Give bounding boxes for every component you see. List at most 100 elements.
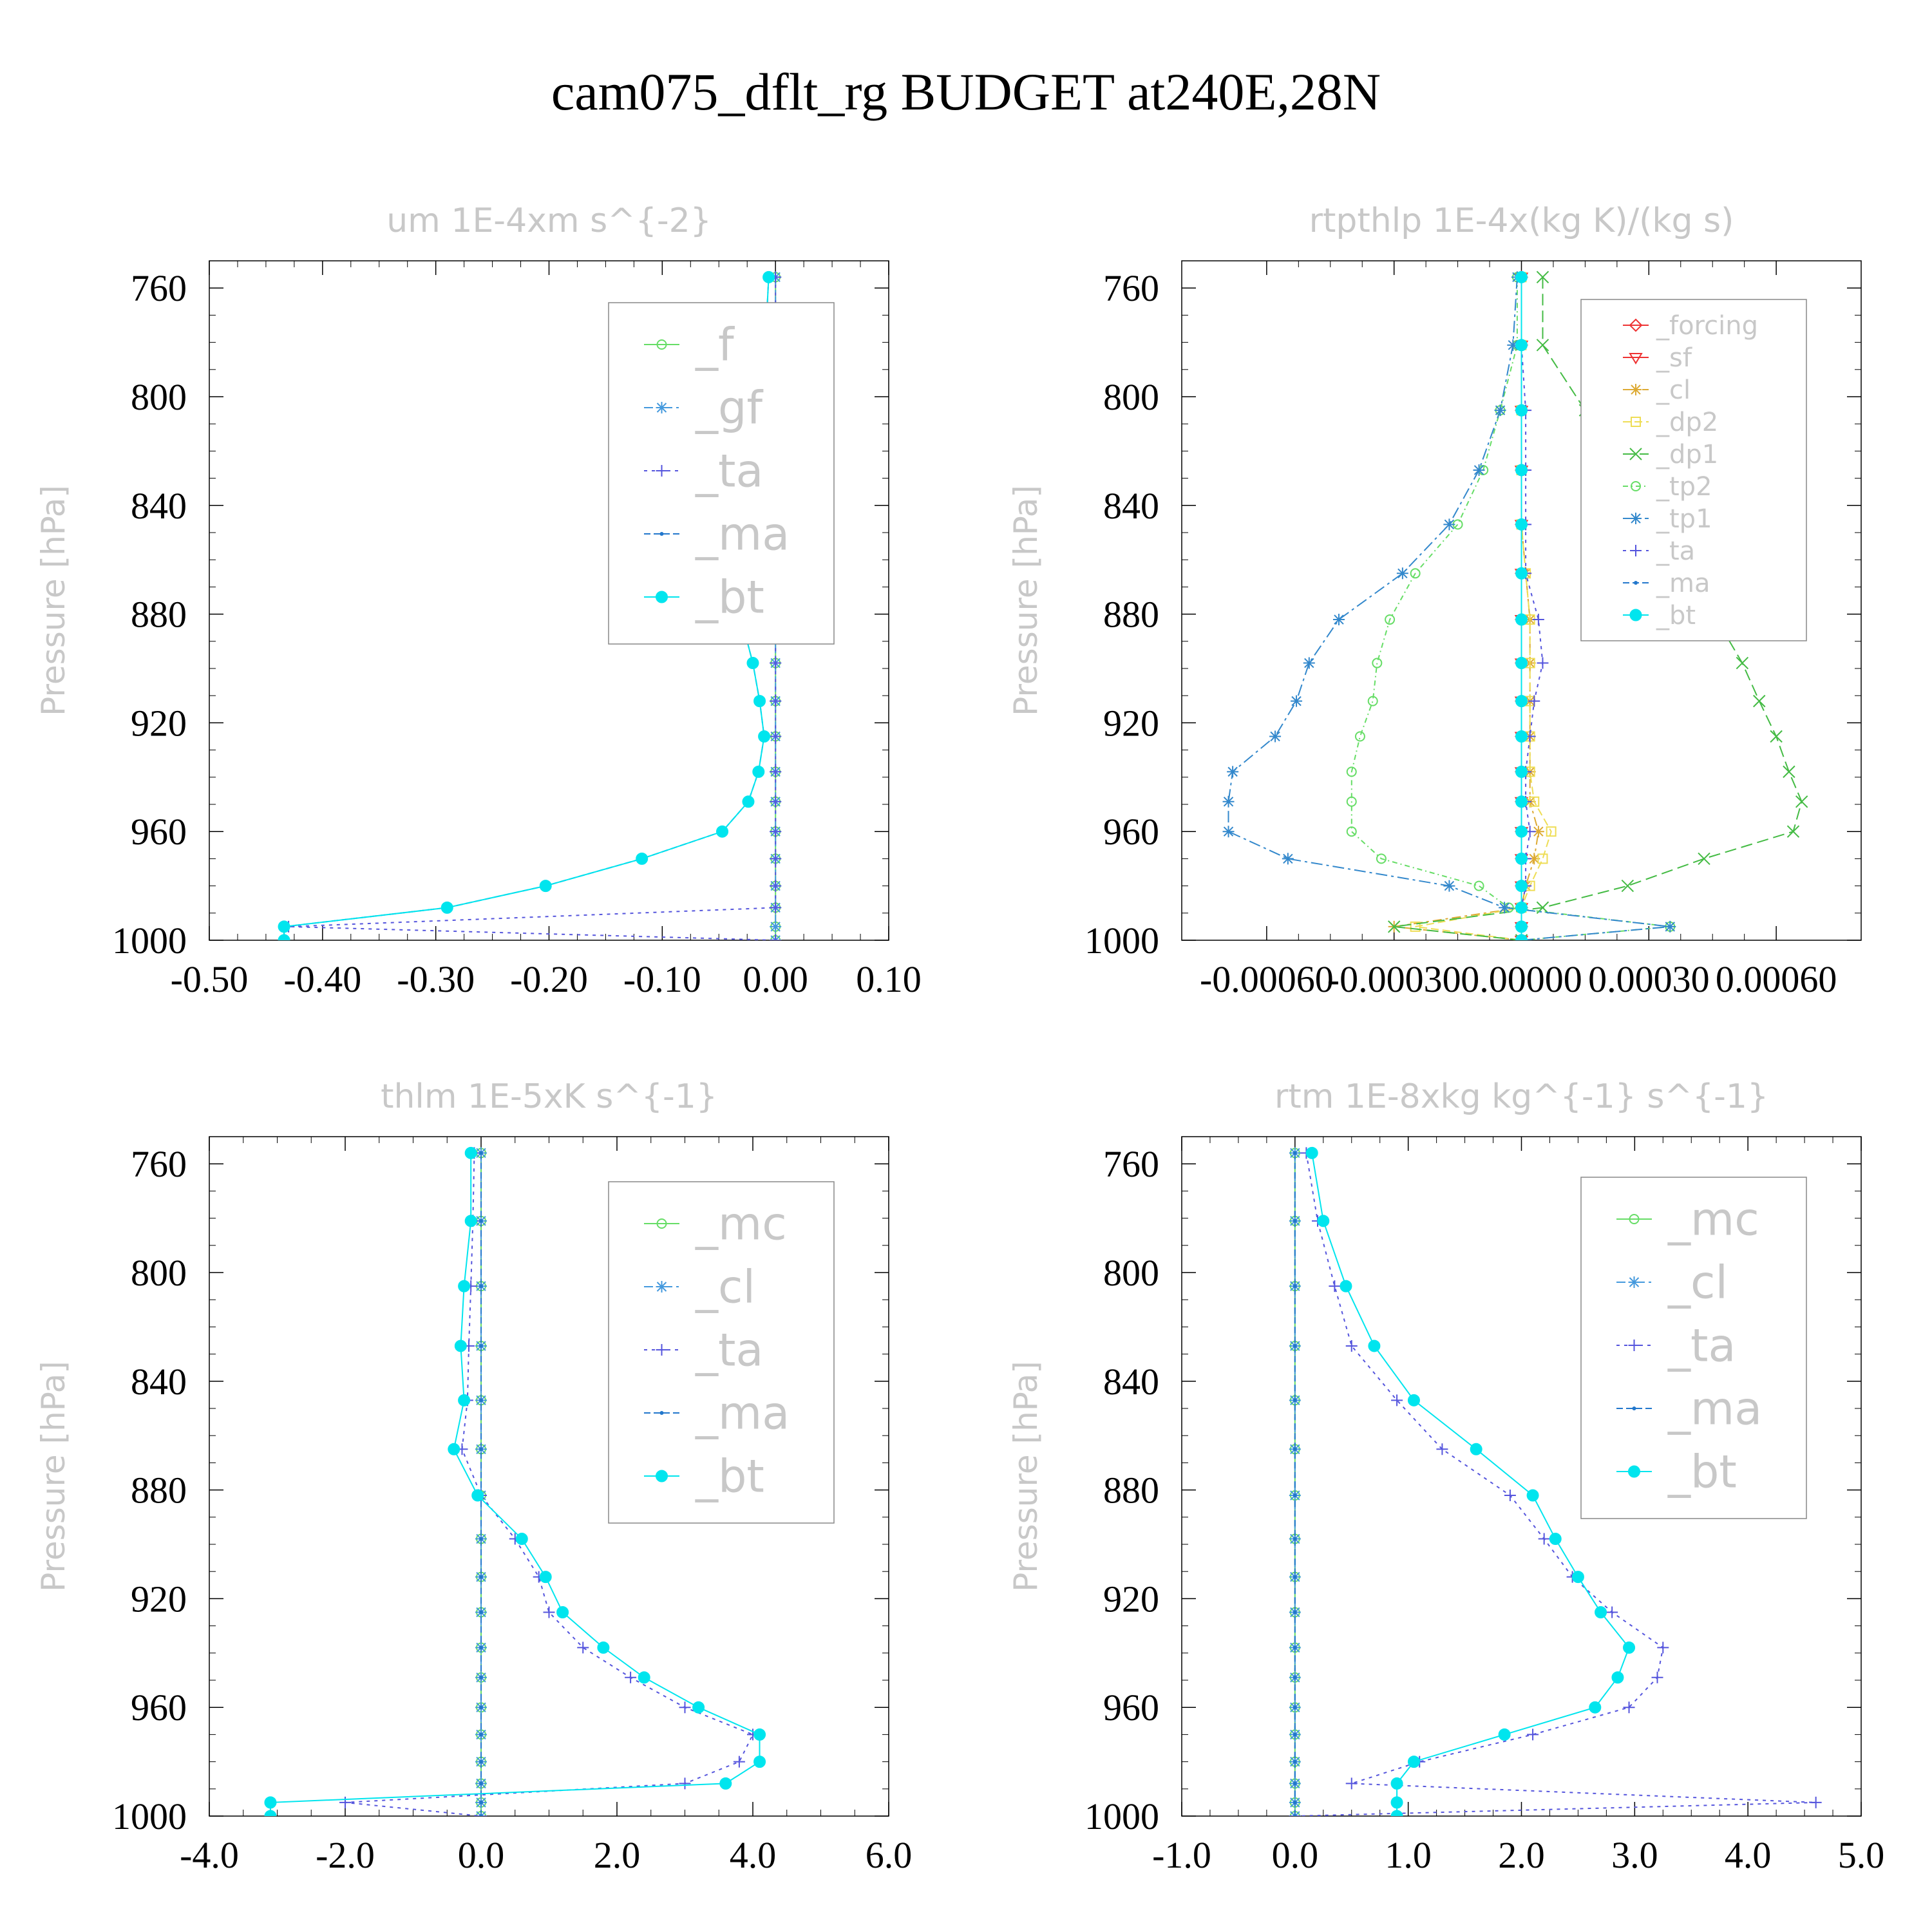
data-point-ta [770,657,782,669]
x-tick-label: 0.00 [743,958,808,1000]
x-tick-label: 0.00000 [1461,958,1582,1000]
legend-label: _ma [1667,1383,1762,1435]
legend-label: _tp1 [1656,504,1712,534]
data-point-bt [1305,1146,1318,1159]
data-point-tp1 [1443,518,1455,531]
data-point-tp1 [1494,404,1506,417]
data-point-bt [1515,920,1528,933]
data-point-bt [471,1489,484,1502]
data-point-bt [1317,1215,1330,1227]
legend-label: _dp2 [1656,408,1718,437]
y-tick-label: 760 [1103,1143,1159,1185]
legend-marker [1629,353,1643,365]
data-point-dp1 [1621,879,1634,893]
y-tick-label: 880 [131,594,187,636]
y-tick-label: 800 [131,376,187,418]
legend-label: _cl [1667,1256,1728,1309]
data-point-ta [770,826,782,838]
data-point-tp1 [1222,826,1235,838]
data-point-bt [753,1756,766,1768]
data-point-ma [479,1151,483,1155]
series-line-ta [1294,1153,1816,1816]
data-point-dp1 [1698,852,1710,866]
data-point-tp1 [1282,853,1294,865]
data-point-ma [1293,1537,1297,1541]
data-point-bt [1515,934,1528,940]
y-tick-label: 840 [1103,485,1159,527]
y-tick-label: 800 [1103,376,1159,418]
data-point-ta [770,766,782,778]
data-point-bt [1407,1394,1420,1406]
data-point-ta [1345,1340,1358,1352]
data-point-ma [479,1218,483,1223]
data-point-bt [753,695,766,708]
legend-marker [1629,1214,1640,1224]
data-point-ta [1606,1606,1618,1618]
data-point-dp1 [1387,920,1401,933]
data-point-ma [1293,1284,1297,1289]
data-point-ma [1293,1151,1297,1155]
x-tick-label: 3.0 [1611,1834,1658,1876]
data-point-dp2 [1546,826,1557,837]
x-tick-label: -0.40 [283,958,361,1000]
data-point-bt [753,1728,766,1741]
data-point-bt [1526,1489,1539,1502]
series-line-tp1 [1227,277,1671,940]
data-point-ma [1293,1800,1297,1804]
data-point-ma [479,1645,483,1650]
x-tick-label: 1.0 [1385,1834,1432,1876]
legend-label: _sf [1656,343,1692,373]
data-point-ta [1532,614,1544,626]
data-point-bt [742,795,755,808]
legend-label: _ta [695,1324,763,1377]
data-point-dp1 [1770,730,1783,743]
legend-marker [656,1344,668,1356]
series-group [1289,1146,1822,1816]
data-point-ta [1537,657,1549,669]
y-axis-label: Pressure [hPa] [1007,485,1045,716]
chart-panel-2: rtpthlp 1E-4x(kg K)/(kg s) Pressure [hPa]… [1007,202,1862,1000]
series-line-ta [345,1153,754,1816]
data-point-bt [264,1796,277,1809]
series-line-tp2 [1350,277,1671,940]
data-point-ta [1810,1796,1822,1808]
x-tick-label: 5.0 [1838,1834,1885,1876]
data-point-ta [1391,1394,1403,1406]
x-tick-label: 4.0 [1725,1834,1772,1876]
data-point-bt [752,765,765,778]
legend-label: _cl [695,1261,755,1314]
data-point-dp1 [1753,694,1766,708]
data-point-ta [543,1606,555,1618]
x-tick-label: 0.0 [1272,1834,1319,1876]
y-tick-label: 960 [131,811,187,853]
data-point-bt [458,1280,471,1293]
y-tick-label: 1000 [1084,920,1159,961]
legend-marker [1630,513,1642,524]
legend-marker [659,1411,664,1415]
legend-marker [656,1470,668,1482]
legend-label: _mc [695,1198,787,1251]
data-point-ma [479,1343,483,1348]
legend-marker [1629,609,1642,621]
data-point-bt [1368,1340,1381,1352]
legend-label: _bt [695,571,764,624]
data-point-bt [1515,852,1528,865]
data-point-ma [1293,1398,1297,1403]
data-point-tp2 [1473,880,1484,891]
panel-title: rtm 1E-8xkg kg^{-1} s^{-1} [1274,1077,1768,1116]
legend-marker [1628,1465,1640,1478]
data-point-ma [479,1814,483,1816]
y-tick-label: 880 [131,1470,187,1511]
data-point-tp1 [1227,766,1239,778]
x-tick-label: 0.0 [458,1834,505,1876]
data-point-tp1 [1473,464,1485,476]
data-point-gf [770,920,782,933]
legend-marker [656,591,668,603]
data-point-dp1 [1783,765,1795,779]
data-point-bt [1515,795,1528,808]
data-point-bt [1515,695,1528,708]
legend-marker [656,1218,667,1229]
data-point-bt [1515,880,1528,893]
legend-box [608,302,835,645]
data-point-bt [1571,1571,1584,1584]
